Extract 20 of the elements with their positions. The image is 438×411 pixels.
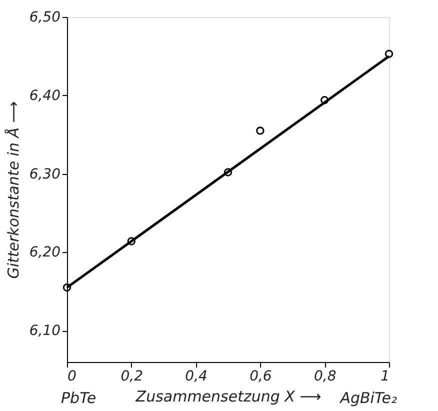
text: AgBiTe₂ <box>339 389 397 407</box>
y-tick-label: 6,10 <box>29 323 61 340</box>
point <box>127 237 136 246</box>
point <box>256 126 264 135</box>
y-axis-title: Gitterkonstante in Å ⟶ <box>4 101 22 279</box>
y-tick-label: 6,50 <box>29 10 61 26</box>
x-tick-label: 0,6 <box>250 368 272 384</box>
text: PbTe <box>61 389 96 407</box>
point <box>224 168 232 176</box>
x-axis-title: Zusammensetzung X ⟶ <box>134 388 322 406</box>
point <box>384 50 394 58</box>
x-tick-label: 0,8 <box>314 368 336 384</box>
point <box>320 96 329 104</box>
y-tick-label: 6,40 <box>29 88 61 104</box>
y-tick-label: 6,20 <box>29 244 61 261</box>
x-tick-label: 0,4 <box>185 368 208 384</box>
x-tick-label: 0,2 <box>120 368 144 384</box>
y-tick-label: 6,30 <box>29 166 61 182</box>
x-tick-label: 0 <box>68 368 76 384</box>
x-tick-label: 1 <box>380 368 390 384</box>
